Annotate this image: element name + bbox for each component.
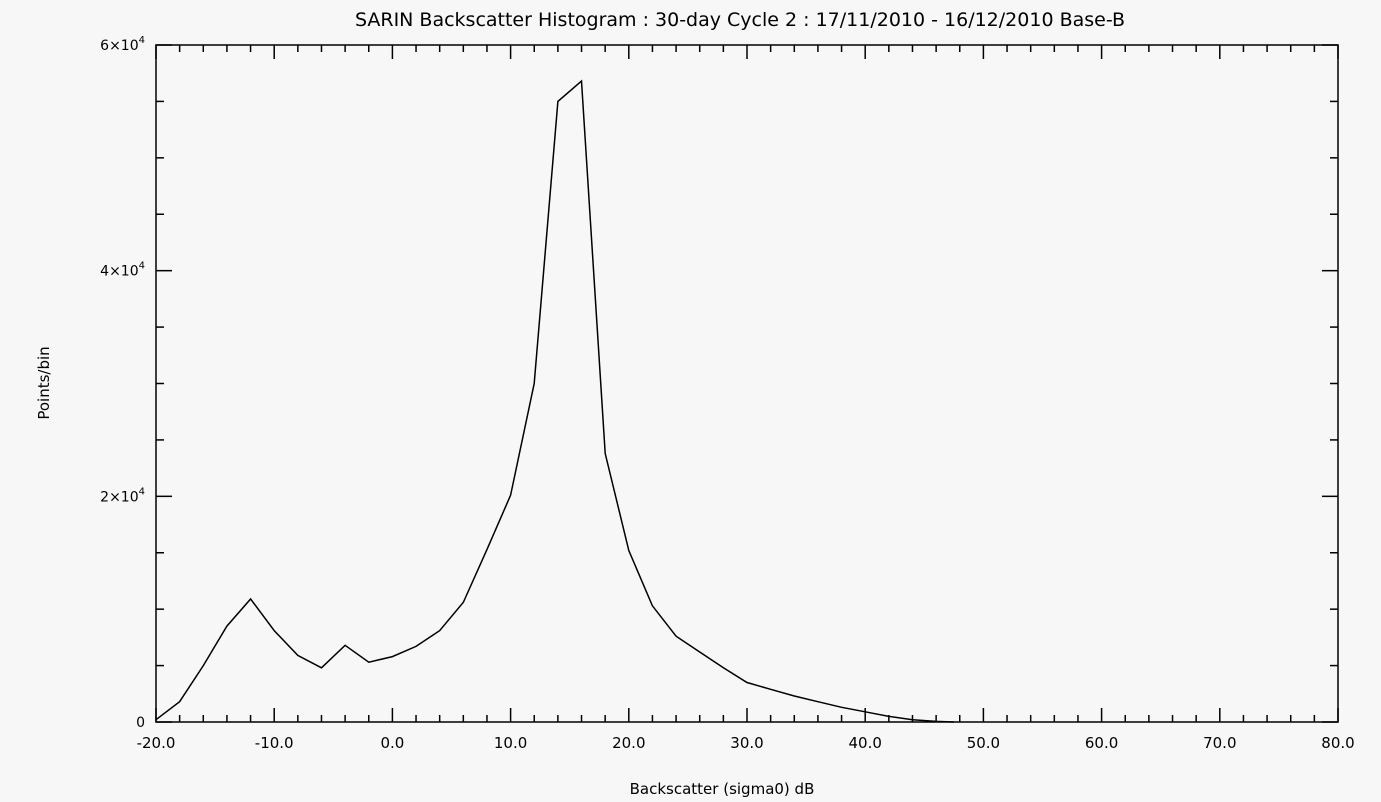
x-tick-label: -20.0 xyxy=(137,734,176,752)
x-tick-label: 20.0 xyxy=(612,734,645,752)
x-tick-label: 70.0 xyxy=(1203,734,1236,752)
x-tick-label: 50.0 xyxy=(967,734,1000,752)
x-tick-label: 60.0 xyxy=(1085,734,1118,752)
x-tick-label: -10.0 xyxy=(255,734,294,752)
x-tick-label: 40.0 xyxy=(848,734,881,752)
y-axis-label: Points/bin xyxy=(35,346,53,419)
x-tick-label: 80.0 xyxy=(1321,734,1354,752)
y-tick-exponent: 4 xyxy=(139,35,145,46)
y-tick-labels: 0 2×104 4×104 6×104 xyxy=(100,35,145,731)
plot-area xyxy=(155,44,1339,723)
y-tick-label: 0 xyxy=(136,715,145,731)
minor-ticks xyxy=(155,44,1339,723)
x-tick-label: 0.0 xyxy=(380,734,404,752)
x-tick-labels: -20.0 -10.0 0.0 10.0 20.0 30.0 40.0 50.0 60.0 70.… xyxy=(137,734,1355,752)
chart-title: SARIN Backscatter Histogram : 30-day Cyc… xyxy=(355,9,1125,31)
series-line xyxy=(155,79,954,723)
y-tick-label: 6×104 xyxy=(100,35,145,54)
y-tick-label: 4×104 xyxy=(100,261,145,280)
y-tick-exponent: 4 xyxy=(139,486,145,497)
x-axis-label: Backscatter (sigma0) dB xyxy=(630,780,815,798)
x-tick-label: 30.0 xyxy=(730,734,763,752)
y-tick-exponent: 4 xyxy=(139,261,145,272)
y-tick-label: 2×104 xyxy=(100,486,145,505)
x-tick-label: 10.0 xyxy=(494,734,527,752)
